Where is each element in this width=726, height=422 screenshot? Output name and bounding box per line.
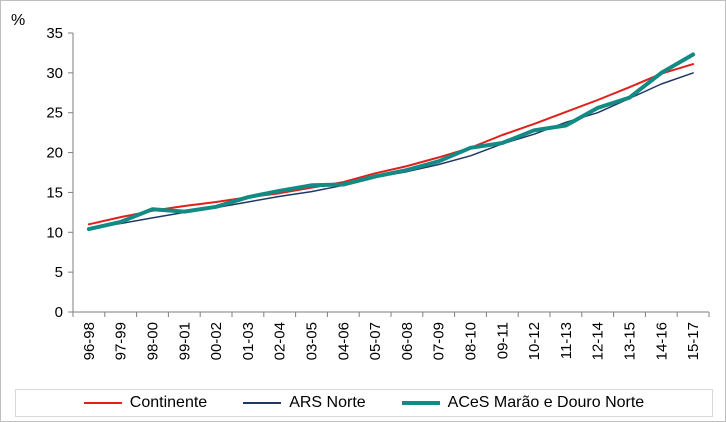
legend: Continente ARS Norte ACeS Marão e Douro … bbox=[15, 389, 713, 417]
x-tick-label: 13-15 bbox=[622, 322, 639, 360]
line-chart: % 0 5 10 15 20 25 30 35 96-98 97-99 98-00 99-01 00-0… bbox=[11, 12, 710, 360]
y-tick-label: 0 bbox=[55, 304, 63, 321]
series-line-2 bbox=[86, 52, 696, 232]
axes: 0 5 10 15 20 25 30 35 96-98 97-99 98-00 99-01 00-02 0… bbox=[46, 25, 710, 360]
x-tick-label: 07-09 bbox=[431, 322, 448, 360]
legend-swatch-aces bbox=[401, 401, 440, 405]
legend-item-ars-norte: ARS Norte bbox=[243, 394, 366, 412]
legend-swatch-continente bbox=[83, 402, 122, 404]
x-tick-label: 02-04 bbox=[272, 322, 289, 360]
y-tick-label: 10 bbox=[46, 224, 63, 241]
x-tick-label: 09-11 bbox=[494, 322, 511, 359]
x-tick-label: 10-12 bbox=[526, 322, 543, 360]
x-tick-label: 08-10 bbox=[463, 322, 480, 360]
legend-item-aces: ACeS Marão e Douro Norte bbox=[401, 394, 645, 412]
y-tick-label: 25 bbox=[46, 105, 63, 122]
legend-label-ars-norte: ARS Norte bbox=[289, 394, 366, 411]
x-tick-label: 15-17 bbox=[685, 322, 702, 360]
x-tick-label: 04-06 bbox=[335, 322, 352, 360]
x-tick-label: 03-05 bbox=[304, 322, 321, 360]
legend-label-aces: ACeS Marão e Douro Norte bbox=[447, 394, 645, 411]
legend-swatch-ars-norte bbox=[243, 402, 282, 404]
series-lines bbox=[86, 52, 696, 232]
y-tick-label: 30 bbox=[46, 65, 63, 82]
x-tick-label: 06-08 bbox=[399, 322, 416, 360]
x-tick-label: 05-07 bbox=[367, 322, 384, 360]
y-tick-label: 15 bbox=[46, 184, 63, 201]
legend-item-continente: Continente bbox=[83, 394, 208, 412]
legend-label-continente: Continente bbox=[129, 394, 208, 411]
y-tick-label: 35 bbox=[46, 25, 63, 42]
series-line-0 bbox=[87, 63, 695, 226]
x-tick-label: 01-03 bbox=[240, 322, 257, 360]
x-tick-label: 00-02 bbox=[208, 322, 225, 360]
x-tick-label: 96-98 bbox=[81, 322, 98, 360]
x-tick-label: 99-01 bbox=[176, 322, 193, 360]
x-tick-label: 12-14 bbox=[590, 322, 607, 360]
y-axis-unit: % bbox=[11, 12, 25, 29]
x-tick-label: 14-16 bbox=[653, 322, 670, 360]
x-tick-label: 98-00 bbox=[145, 322, 162, 360]
x-tick-label: 97-99 bbox=[113, 322, 130, 360]
series-line-1 bbox=[88, 72, 694, 230]
y-tick-label: 20 bbox=[46, 145, 63, 162]
x-tick-label: 11-13 bbox=[558, 322, 575, 359]
y-tick-label: 5 bbox=[55, 264, 63, 281]
